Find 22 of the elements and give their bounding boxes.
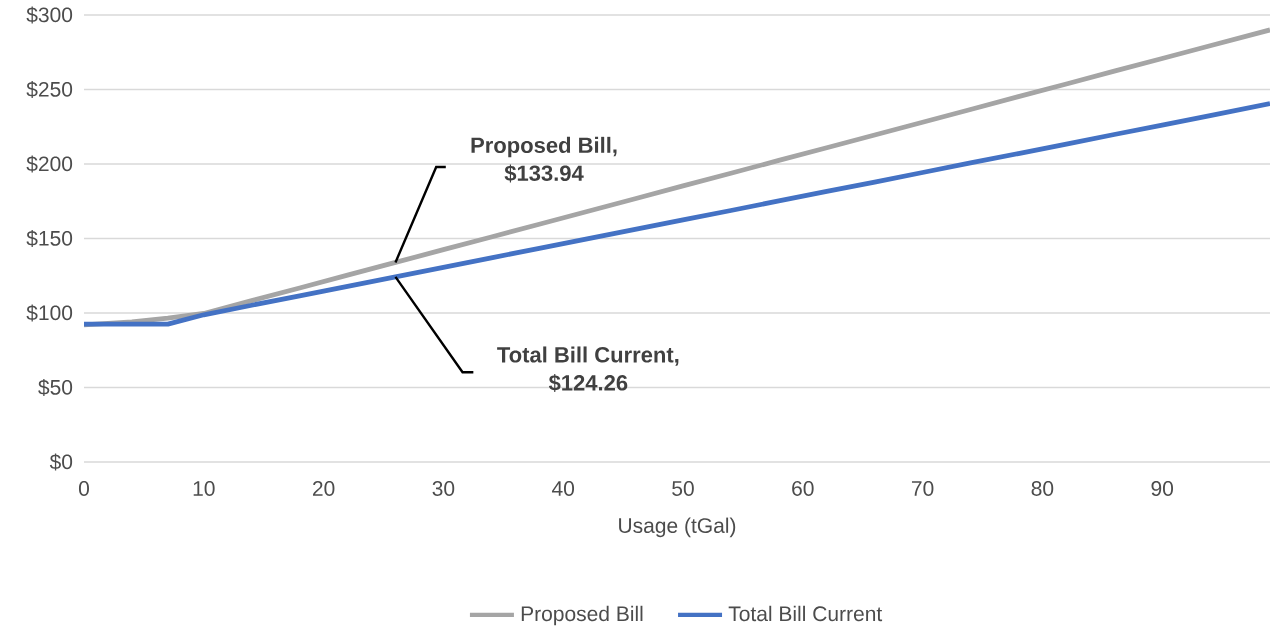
x-tick-label: 10 (193, 481, 215, 496)
y-tick-label: $200 (26, 155, 73, 173)
y-tick-label: $50 (38, 379, 73, 397)
x-tick-label: 50 (672, 481, 694, 496)
y-tick-label: $250 (26, 81, 73, 99)
x-tick-label: 90 (1151, 481, 1174, 496)
x-tick-label: 20 (312, 481, 335, 496)
annotation: Proposed Bill, $133.94 (471, 136, 617, 183)
x-tick-label: 60 (792, 481, 814, 496)
x-tick-label: 80 (1031, 481, 1054, 496)
x-tick-label: 0 (78, 481, 89, 496)
y-tick-label: $150 (26, 230, 73, 248)
x-tick-label: 30 (432, 481, 455, 496)
legend-label: Total Bill Current (728, 605, 883, 622)
legend-label: Proposed Bill (521, 605, 643, 626)
x-axis-title: Usage (tGal) (619, 517, 736, 538)
x-tick-label: 40 (551, 481, 575, 496)
y-tick-label: $300 (26, 6, 73, 24)
annotation: Total Bill Current, $124.26 (497, 346, 679, 393)
x-tick-label: 70 (911, 481, 934, 496)
y-tick-label: $0 (49, 453, 73, 471)
y-tick-label: $100 (26, 304, 73, 322)
